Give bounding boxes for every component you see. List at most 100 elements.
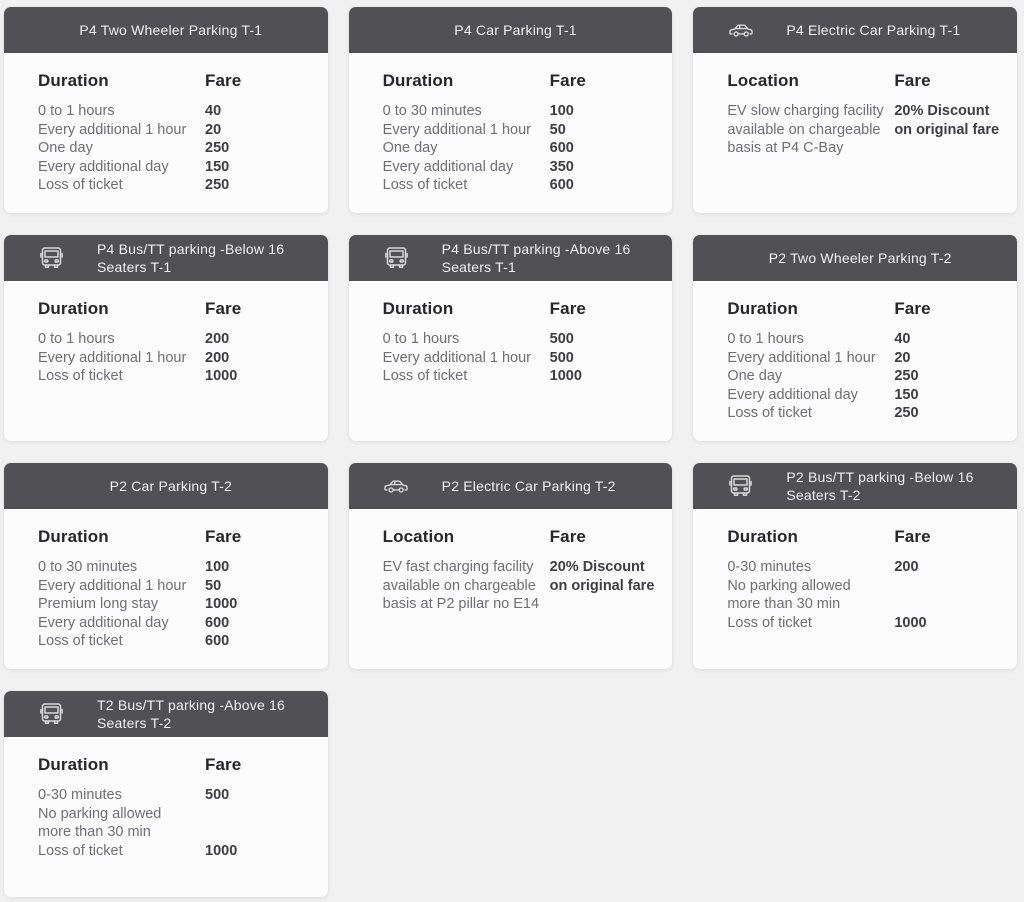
fare-card: P4 Bus/TT parking -Above 16 Seaters T-1 … [348, 235, 673, 441]
card-header: P2 Two Wheeler Parking T-2 [693, 235, 1017, 281]
card-title: P2 Two Wheeler Parking T-2 [768, 250, 952, 266]
column-headers: Duration Fare [383, 71, 661, 91]
row-label: Every additional day [38, 614, 169, 631]
fare-row: Loss of ticket 250 [38, 176, 316, 195]
ev-car-icon [383, 477, 410, 496]
card-title: P2 Bus/TT parking -Below 16 Seaters T-2 [786, 469, 974, 503]
duration-column-header: Location [382, 527, 455, 546]
card-body: Location Fare EV fast charging facility … [349, 509, 673, 669]
row-fare: 40 [205, 103, 222, 119]
card-body: Duration Fare 0 to 30 minutes 100 Every … [349, 53, 673, 213]
fare-row: One day 250 [38, 139, 316, 158]
row-label: 0 to 1 hours [38, 331, 115, 347]
row-fare: 500 [549, 331, 574, 347]
row-label: Every additional day [727, 386, 858, 403]
card-body: Duration Fare 0 to 1 hours 40 Every addi… [693, 281, 1017, 441]
fare-row: Every additional day 150 [727, 386, 1005, 405]
fare-row: Every additional 1 hour 20 [727, 349, 1005, 368]
row-fare: 250 [894, 405, 919, 421]
row-label: Loss of ticket [727, 614, 812, 631]
row-label: Loss of ticket [38, 633, 123, 649]
row-fare: 100 [205, 559, 230, 575]
row-label: Every additional 1 hour [38, 577, 187, 594]
column-headers: Duration Fare [38, 71, 316, 91]
row-label: One day [727, 368, 783, 384]
column-headers: Duration Fare [727, 527, 1005, 547]
row-label: Every additional 1 hour [38, 349, 187, 366]
row-fare: 1000 [205, 368, 238, 384]
row-fare: 150 [205, 158, 230, 175]
fare-rows: 0 to 30 minutes 100 Every additional 1 h… [38, 558, 316, 651]
duration-column-header: Duration [727, 299, 799, 318]
row-label: No parking allowed more than 30 min [727, 577, 851, 613]
row-fare: 20% Discount on original fare [549, 559, 655, 594]
row-label: 0 to 1 hours [38, 103, 115, 119]
fare-row: Every additional 1 hour 20 [38, 121, 316, 140]
row-fare: 250 [205, 177, 230, 193]
row-label: One day [38, 140, 93, 156]
row-label: One day [382, 140, 438, 156]
fare-row: Every additional 1 hour 200 [38, 349, 316, 368]
fare-row: EV fast charging facility available on c… [383, 558, 661, 614]
row-fare: 1000 [205, 842, 238, 859]
fare-rows: EV fast charging facility available on c… [383, 558, 661, 614]
row-label: Every additional day [382, 158, 514, 175]
row-fare: 600 [549, 177, 574, 193]
fare-row: Premium long stay 1000 [38, 595, 316, 614]
row-fare: 200 [205, 331, 230, 347]
fare-column-header: Fare [894, 527, 931, 546]
row-fare: 150 [894, 386, 919, 403]
fare-column-header: Fare [549, 71, 586, 90]
fare-row: Every additional day 350 [383, 158, 661, 177]
bus-icon [383, 245, 410, 271]
row-fare: 1000 [205, 596, 238, 612]
row-label: Every additional 1 hour [382, 121, 531, 138]
row-label: No parking allowed more than 30 min [38, 805, 162, 841]
card-body: Duration Fare 0-30 minutes 500 No parkin… [4, 737, 328, 897]
row-label: 0 to 30 minutes [382, 103, 482, 119]
row-fare: 20% Discount on original fare [894, 103, 1000, 138]
duration-column-header: Duration [727, 527, 799, 546]
card-body: Location Fare EV slow charging facility … [693, 53, 1017, 213]
duration-column-header: Duration [38, 299, 109, 318]
fare-row: Loss of ticket 1000 [38, 367, 316, 386]
row-label: Loss of ticket [38, 368, 123, 384]
card-title: P4 Electric Car Parking T-1 [786, 22, 961, 38]
row-fare: 600 [205, 614, 230, 631]
fare-row: One day 250 [727, 367, 1005, 386]
fare-rows: 0-30 minutes 500 No parking allowed more… [38, 786, 316, 860]
row-fare: 350 [549, 158, 574, 175]
column-headers: Duration Fare [383, 299, 661, 319]
row-fare: 500 [205, 787, 230, 803]
fare-rows: EV slow charging facility available on c… [727, 102, 1005, 158]
fare-row: No parking allowed more than 30 min [727, 577, 1005, 614]
fare-row: No parking allowed more than 30 min [38, 805, 316, 842]
card-header: P2 Electric Car Parking T-2 [348, 463, 673, 509]
column-headers: Location Fare [383, 527, 661, 547]
fare-column-header: Fare [894, 299, 931, 318]
fare-column-header: Fare [205, 71, 242, 90]
fare-row: 0-30 minutes 500 [38, 786, 316, 805]
card-header: P4 Electric Car Parking T-1 [693, 7, 1017, 53]
row-label: 0-30 minutes [727, 559, 812, 575]
row-fare: 50 [549, 121, 566, 138]
fare-row: One day 600 [383, 139, 661, 158]
fare-row: Every additional 1 hour 500 [383, 349, 661, 368]
fare-row: Every additional 1 hour 50 [38, 577, 316, 596]
fare-row: Loss of ticket 250 [727, 404, 1005, 423]
column-headers: Duration Fare [38, 527, 316, 547]
fare-row: 0 to 30 minutes 100 [38, 558, 316, 577]
fare-card: P2 Bus/TT parking -Below 16 Seaters T-2 … [693, 463, 1017, 669]
row-label: Every additional 1 hour [38, 121, 187, 138]
fare-card: P4 Two Wheeler Parking T-1 Duration Fare… [4, 7, 328, 213]
fare-column-header: Fare [205, 299, 242, 318]
card-body: Duration Fare 0 to 1 hours 40 Every addi… [4, 53, 328, 213]
fare-row: Loss of ticket 600 [383, 176, 661, 195]
duration-column-header: Duration [38, 527, 109, 546]
fare-row: 0 to 1 hours 200 [38, 330, 316, 349]
card-title: P2 Car Parking T-2 [109, 478, 233, 494]
fare-card: T2 Bus/TT parking -Above 16 Seaters T-2 … [4, 691, 328, 897]
column-headers: Duration Fare [38, 299, 316, 319]
